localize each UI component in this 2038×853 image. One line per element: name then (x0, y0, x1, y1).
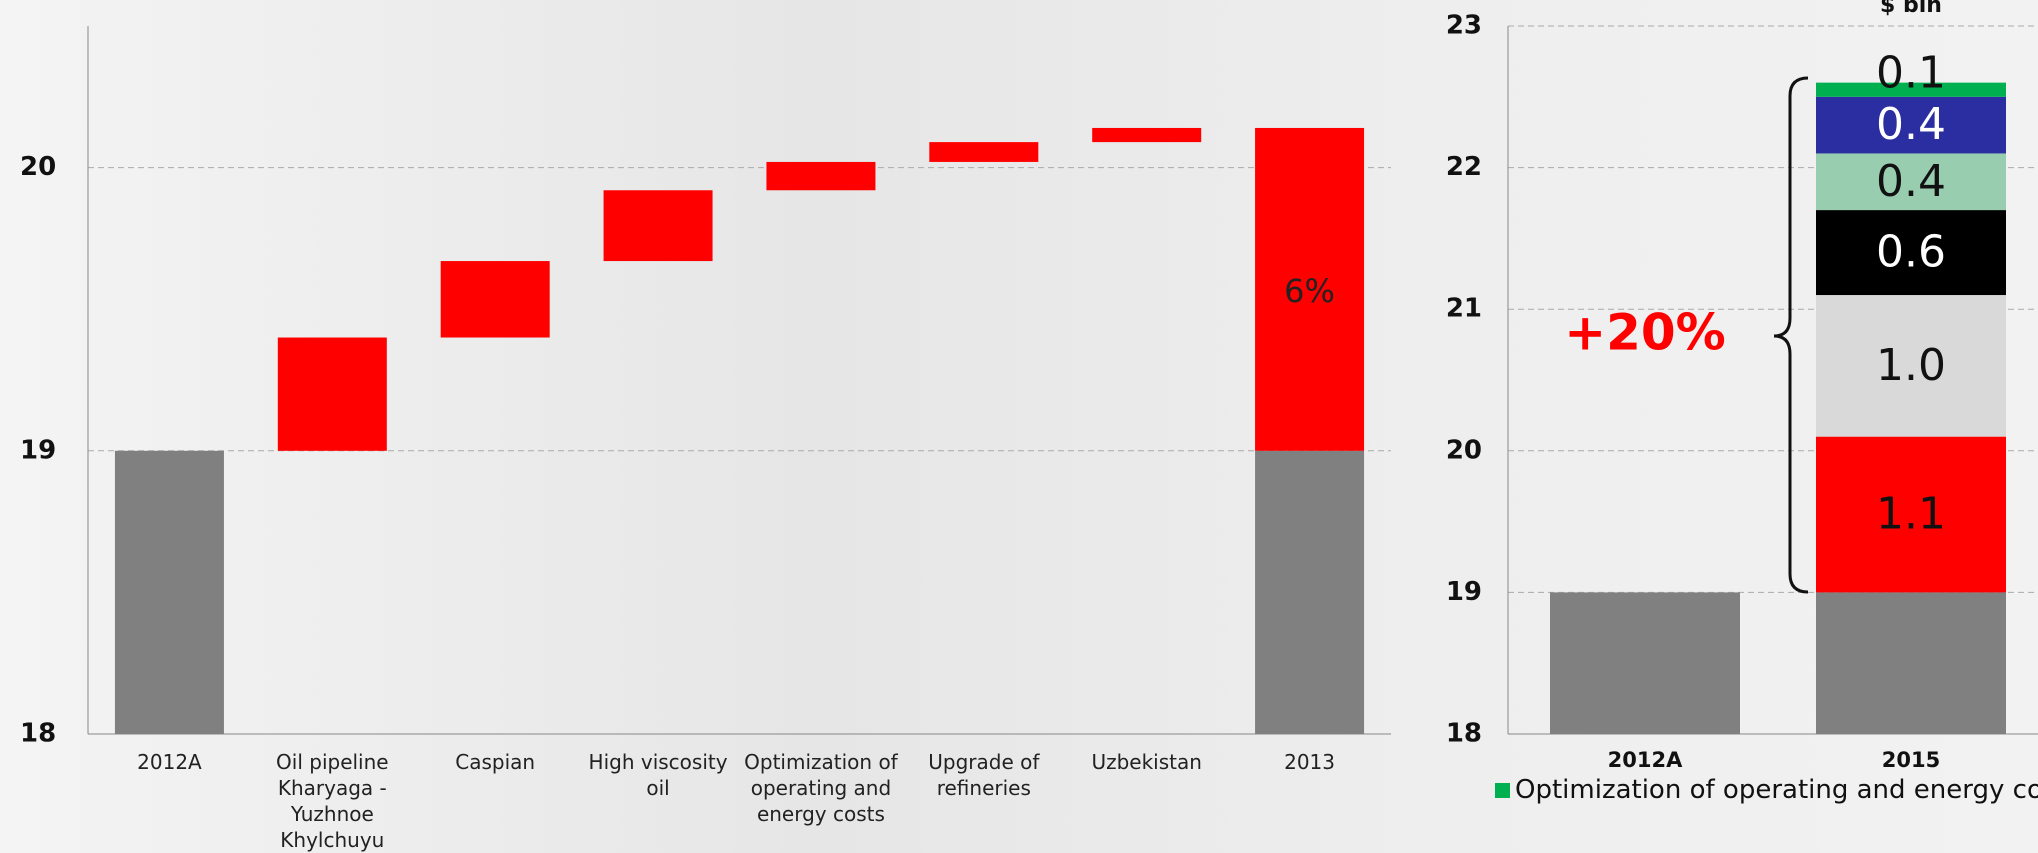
x-tick-label: 2015 (1882, 748, 1940, 772)
y-tick-label: 18 (1446, 719, 1482, 749)
bar-segment (1816, 210, 2006, 296)
y-tick-label: 19 (20, 435, 56, 465)
legend-label: Optimization of operating and energy cos… (1515, 775, 2038, 805)
data-label: 1.0 (1876, 340, 1946, 391)
x-tick-label: Optimization of operating and energy cos… (744, 750, 898, 826)
x-tick-label: Oil pipeline Kharyaga - Yuzhnoe Khylchuy… (276, 750, 389, 852)
bar-segment (1816, 96, 2006, 154)
bar (1255, 127, 1365, 451)
y-tick-label: 18 (20, 719, 56, 749)
bar (603, 190, 713, 262)
data-label: 0.4 (1876, 99, 1946, 150)
x-tick-label: 2013 (1284, 750, 1336, 774)
x-tick-label: Uzbekistan (1091, 750, 1202, 774)
bar-segment (1816, 592, 2006, 734)
x-tick-label: 2012A (1608, 748, 1683, 772)
bar (114, 450, 224, 734)
y-tick-label: 21 (1446, 294, 1482, 324)
brace (1773, 76, 1809, 594)
bar (440, 261, 550, 338)
legend-swatch (1495, 783, 1510, 798)
y-tick-label: 23 (1446, 11, 1482, 41)
bar (277, 337, 387, 451)
x-tick-label: Upgrade of refineries (928, 750, 1040, 800)
data-label: 0.1 (1876, 48, 1946, 99)
bar-segment (1816, 295, 2006, 437)
unit-label: $ bln (1880, 0, 1942, 18)
y-tick-label: 22 (1446, 152, 1482, 182)
bar-segment (1816, 153, 2006, 211)
data-label: 0.6 (1876, 227, 1946, 278)
annotation: 6% (1284, 272, 1335, 310)
x-tick-label: Caspian (455, 750, 536, 774)
bar-segment (1816, 82, 2006, 97)
bar-segment (1816, 436, 2006, 593)
bar-segment (1550, 592, 1740, 734)
x-tick-label: High viscosity oil (588, 750, 728, 800)
bar (1255, 450, 1365, 734)
bar (1092, 127, 1202, 143)
y-tick-label: 19 (1446, 577, 1482, 607)
y-tick-label: 20 (1446, 435, 1482, 465)
data-label: 0.4 (1876, 156, 1946, 207)
bar (929, 142, 1039, 162)
x-tick-label: 2012A (137, 750, 202, 774)
y-tick-label: 20 (20, 152, 56, 182)
bar (766, 161, 876, 191)
annotation: +20% (1564, 304, 1726, 362)
data-label: 1.1 (1876, 489, 1946, 540)
